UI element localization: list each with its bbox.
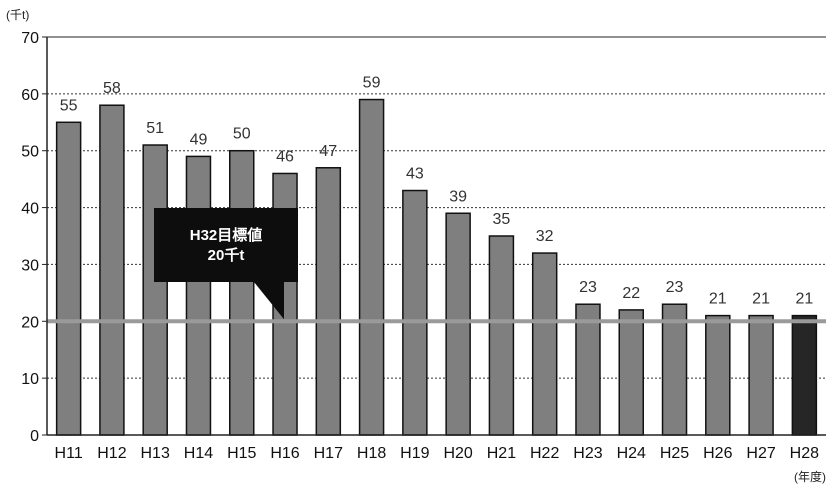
x-tick-H26: H26 — [703, 445, 732, 462]
y-tick-10: 10 — [21, 371, 39, 388]
bar-H15 — [229, 149, 255, 436]
bar-H27 — [748, 314, 774, 436]
bar-H12 — [99, 104, 125, 436]
bar-H19 — [402, 189, 428, 436]
bar-H26 — [705, 314, 731, 436]
value-label-H15: 50 — [233, 126, 251, 143]
bar-H20 — [445, 212, 471, 436]
bar-H21 — [488, 235, 515, 436]
value-label-H16: 46 — [276, 148, 294, 165]
y-tick-70: 70 — [21, 30, 39, 47]
y-axis-unit-label: (千t) — [6, 8, 30, 22]
x-axis-unit-label: (年度) — [794, 470, 826, 484]
y-tick-20: 20 — [21, 314, 39, 331]
callout-label-line2: 20千t — [208, 247, 245, 264]
y-tick-0: 0 — [30, 428, 39, 445]
x-tick-H12: H12 — [97, 445, 126, 462]
data-labels: 55 58 51 49 50 46 47 59 43 39 35 32 23 22 23 21 21 21 — [60, 75, 814, 308]
value-label-H27: 21 — [752, 291, 770, 308]
value-label-H28: 21 — [795, 291, 813, 308]
callout-box — [154, 208, 298, 320]
x-tick-H17: H17 — [314, 445, 343, 462]
x-tick-H16: H16 — [270, 445, 299, 462]
bars — [55, 98, 818, 436]
bar-H28 — [791, 314, 818, 436]
axes — [46, 36, 826, 436]
bar-H25 — [661, 303, 688, 436]
value-label-H26: 21 — [709, 291, 727, 308]
bar-H14 — [185, 155, 212, 436]
x-tick-H22: H22 — [530, 445, 559, 462]
bar-H17 — [315, 167, 342, 436]
bar-H11 — [55, 121, 82, 436]
x-tick-H20: H20 — [443, 445, 472, 462]
value-label-H13: 51 — [146, 120, 164, 137]
x-tick-H19: H19 — [400, 445, 429, 462]
x-tick-H15: H15 — [227, 445, 256, 462]
value-label-H24: 22 — [622, 285, 640, 302]
x-tick-H28: H28 — [790, 445, 819, 462]
target-callout: H32目標値 20千t — [154, 208, 298, 320]
value-label-H12: 58 — [103, 80, 121, 97]
y-tick-40: 40 — [21, 201, 39, 218]
y-tick-30: 30 — [21, 257, 39, 274]
value-label-H11: 55 — [60, 97, 78, 114]
value-label-H18: 59 — [363, 75, 381, 92]
x-tick-H23: H23 — [573, 445, 602, 462]
value-label-H19: 43 — [406, 166, 424, 183]
bar-H22 — [531, 252, 558, 436]
x-tick-H11: H11 — [55, 445, 83, 462]
x-tick-H27: H27 — [746, 445, 775, 462]
y-tick-labels: 0 10 20 30 40 50 60 70 — [21, 30, 47, 445]
x-tick-H21: H21 — [487, 445, 516, 462]
value-label-H23: 23 — [579, 279, 597, 296]
value-label-H22: 32 — [536, 228, 554, 245]
value-label-H21: 35 — [493, 211, 511, 228]
x-tick-labels: H11 H12 H13 H14 H15 H16 H17 H18 H19 H20 H21 H22 H23 H… — [55, 445, 820, 462]
value-label-H14: 49 — [190, 131, 208, 148]
callout-label-line1: H32目標値 — [190, 226, 263, 244]
x-tick-H13: H13 — [141, 445, 170, 462]
x-tick-H18: H18 — [357, 445, 386, 462]
x-tick-H14: H14 — [184, 445, 213, 462]
y-tick-50: 50 — [21, 144, 39, 161]
x-tick-H25: H25 — [660, 445, 689, 462]
bar-H23 — [575, 303, 601, 436]
value-label-H20: 39 — [449, 188, 467, 205]
bar-H13 — [142, 144, 168, 436]
value-label-H25: 23 — [666, 279, 684, 296]
bar-H24 — [618, 309, 644, 436]
bar-H18 — [358, 98, 385, 436]
x-tick-H24: H24 — [617, 445, 646, 462]
value-label-H17: 47 — [319, 143, 337, 160]
y-tick-60: 60 — [21, 87, 39, 104]
